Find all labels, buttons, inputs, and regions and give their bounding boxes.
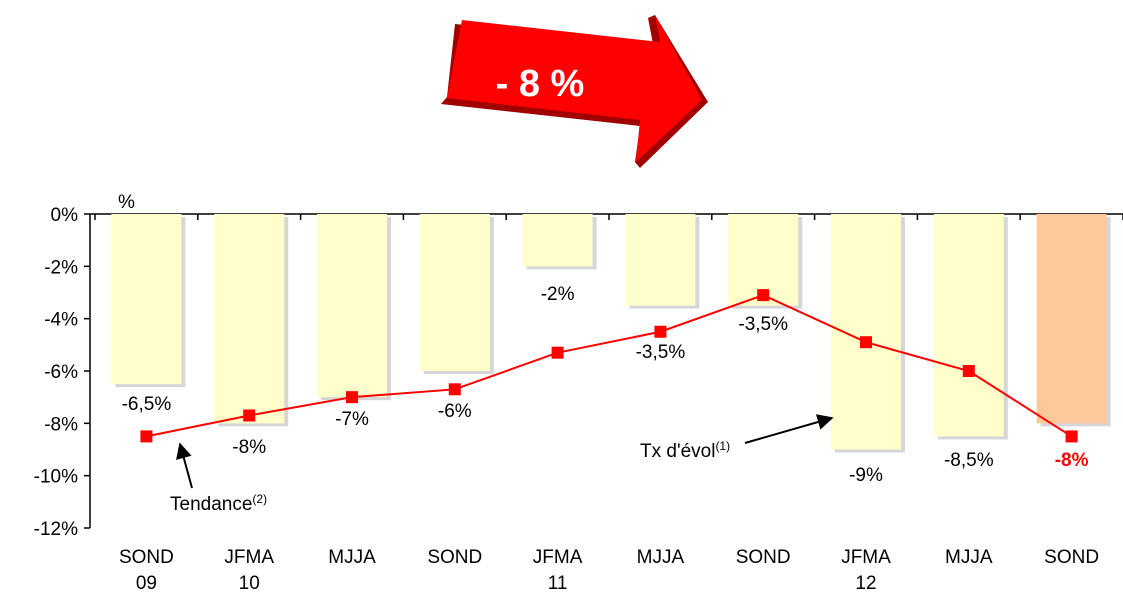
- value-label: -6,5%: [122, 394, 172, 415]
- banner-arrow: - 8 %: [441, 15, 708, 168]
- x-tick-label: 11: [548, 573, 568, 592]
- annotation-sup: (1): [715, 439, 730, 453]
- y-tick-label: -10%: [34, 467, 78, 488]
- bar: [1036, 214, 1107, 424]
- bar: [933, 214, 1004, 437]
- value-label: -2%: [541, 284, 575, 305]
- annotation-arrow: [176, 442, 193, 489]
- value-label: -3,5%: [738, 314, 788, 335]
- trend-marker: [1065, 430, 1078, 443]
- y-tick-label: -4%: [44, 310, 78, 331]
- x-tick-label: MJJA: [637, 547, 685, 568]
- y-axis-label: %: [118, 192, 135, 213]
- value-label: -8%: [1055, 450, 1089, 471]
- banner-text: - 8 %: [496, 63, 585, 105]
- trend-marker: [243, 409, 256, 422]
- bar: [317, 214, 387, 398]
- y-tick-label: 0%: [51, 205, 79, 226]
- x-tick-label: MJJA: [945, 547, 993, 568]
- annotation-sup: (2): [252, 492, 267, 506]
- annotation: Tx d'évol(1): [640, 439, 730, 462]
- bar: [214, 214, 285, 424]
- annotation: Tendance(2): [170, 492, 267, 515]
- trend-line: [146, 294, 1073, 438]
- x-tick-label: JFMA: [224, 547, 274, 568]
- value-label: -6%: [438, 401, 472, 422]
- trend-marker: [962, 365, 975, 377]
- bar: [419, 214, 490, 371]
- trend-marker: [448, 383, 461, 396]
- x-tick-label: SOND: [427, 547, 482, 568]
- x-tick-label: SOND: [119, 547, 174, 568]
- annotation-name: Tx d'évol: [640, 441, 715, 462]
- trend-marker: [551, 346, 564, 359]
- x-tick-label: SOND: [1044, 547, 1099, 568]
- x-tick-label: 12: [855, 573, 876, 592]
- y-tick-label: -6%: [44, 362, 78, 383]
- y-tick-label: -8%: [44, 414, 78, 435]
- value-label: -3,5%: [636, 342, 686, 363]
- annotation-arrow: [744, 414, 834, 444]
- value-label: -8,5%: [944, 450, 994, 471]
- trend-marker: [346, 391, 358, 404]
- x-tick-label: JFMA: [841, 547, 891, 568]
- annotation-name: Tendance: [170, 494, 252, 515]
- trend-marker: [757, 289, 770, 302]
- y-tick-label: -2%: [44, 257, 78, 278]
- x-tick-label: 10: [239, 573, 260, 592]
- value-label: -7%: [335, 409, 369, 430]
- x-tick-label: MJJA: [328, 547, 376, 568]
- x-tick-label: SOND: [736, 547, 791, 568]
- trend-marker: [654, 325, 667, 338]
- bar: [625, 214, 696, 306]
- y-tick-label: -12%: [34, 519, 78, 540]
- bar: [522, 214, 593, 267]
- value-label: -8%: [232, 437, 266, 458]
- trend-marker: [140, 430, 153, 443]
- bar: [111, 214, 182, 385]
- trend-marker: [860, 336, 872, 349]
- x-tick-label: 09: [136, 573, 157, 592]
- x-tick-label: JFMA: [533, 547, 583, 568]
- value-label: -9%: [849, 465, 883, 486]
